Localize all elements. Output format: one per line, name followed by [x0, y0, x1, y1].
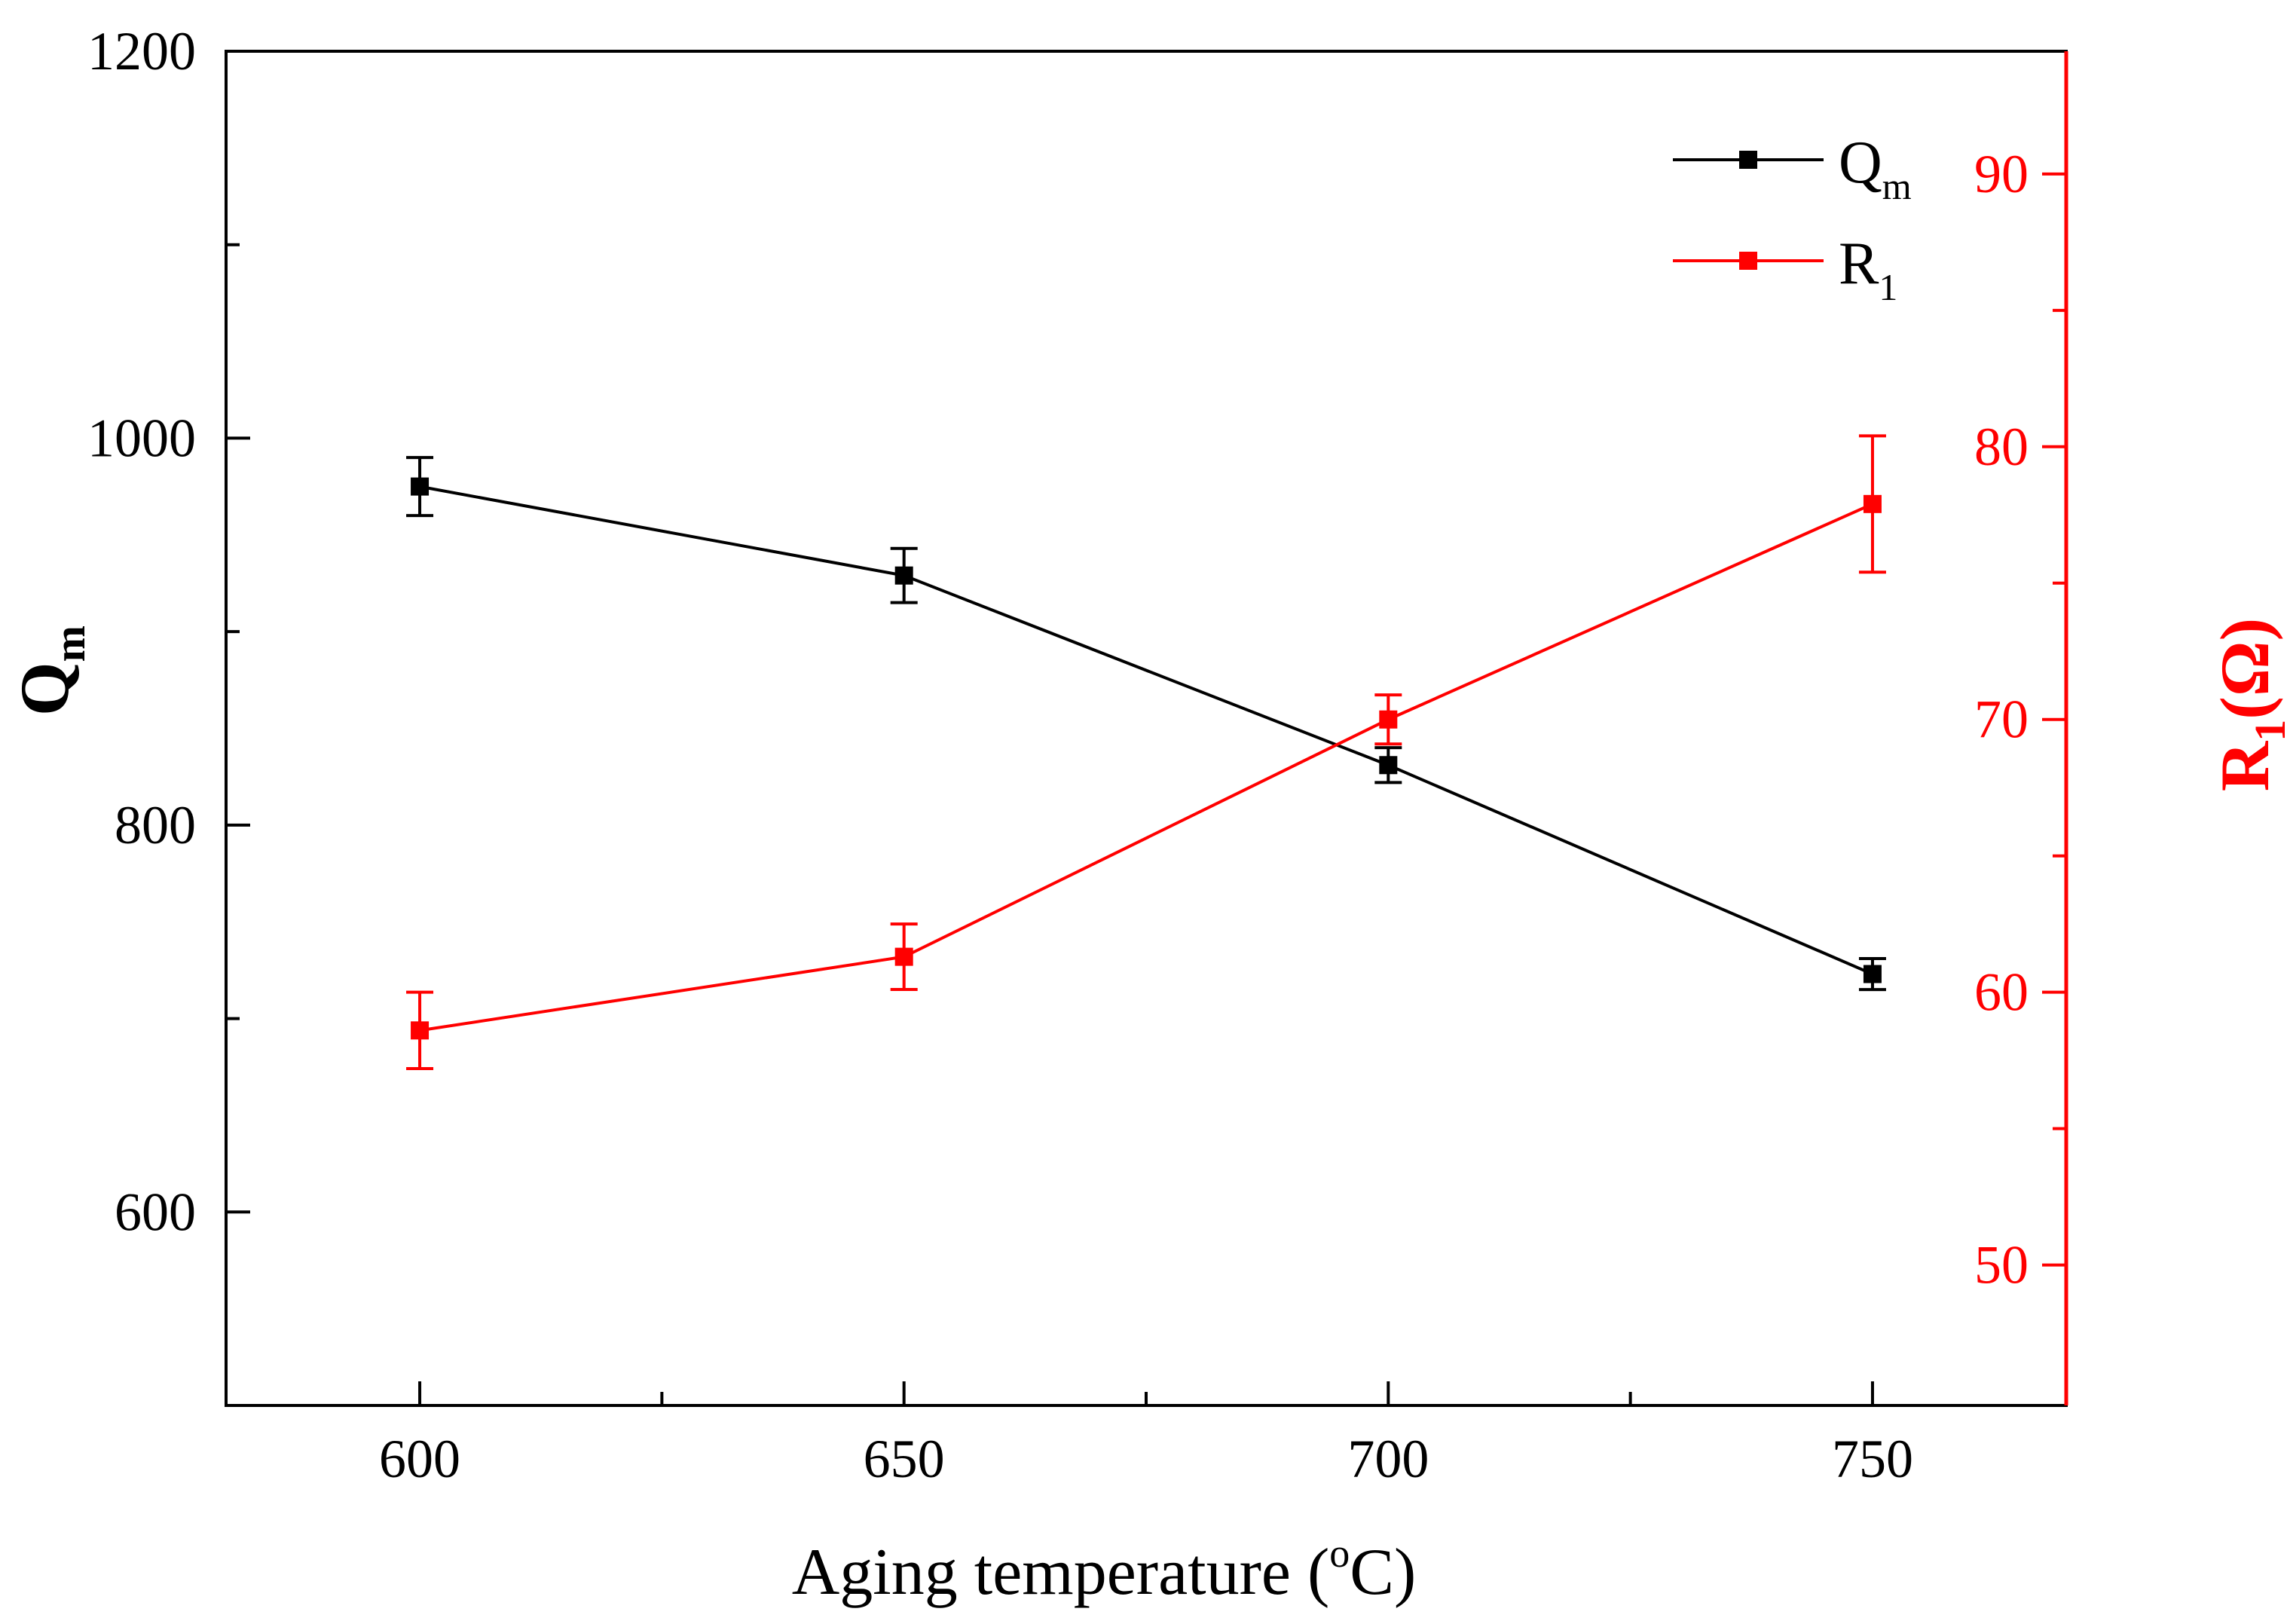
x-tick-label: 600 — [379, 1429, 460, 1489]
left-tick-label: 1000 — [87, 408, 196, 468]
data-point-qm — [894, 566, 913, 585]
right-axis-label-suffix: (Ω) — [2206, 618, 2283, 720]
legend-label-qm-main: Q — [1839, 130, 1882, 196]
data-point-r1 — [1379, 710, 1398, 729]
right-axis-ticks: 50 60 70 80 90 — [1974, 144, 2066, 1295]
left-tick-label: 800 — [115, 795, 196, 855]
left-tick-label: 1200 — [87, 21, 196, 81]
right-axis-label: R1(Ω) — [2206, 618, 2287, 791]
right-tick-label: 60 — [1974, 962, 2029, 1023]
left-tick-label: 600 — [115, 1182, 196, 1242]
legend-marker-qm — [1739, 151, 1757, 169]
x-tick-label: 650 — [864, 1429, 945, 1489]
right-axis-label-main: R — [2206, 740, 2283, 791]
data-point-r1 — [894, 947, 913, 966]
right-tick-label: 50 — [1974, 1235, 2029, 1295]
series-layer — [406, 434, 1886, 1071]
legend-label-r1-main: R — [1839, 231, 1879, 297]
right-axis-label-sub: 1 — [2246, 720, 2287, 742]
right-tick-label: 90 — [1974, 144, 2029, 204]
x-axis-label: Aging temperature (oC) — [792, 1531, 1417, 1609]
x-tick-label: 700 — [1347, 1429, 1429, 1489]
x-axis-label-suffix: C) — [1350, 1536, 1416, 1609]
left-axis-label: Qm — [6, 625, 94, 716]
x-axis-ticks: 600 650 700 750 — [379, 1381, 1913, 1489]
x-axis-label-main: Aging temperature ( — [792, 1536, 1330, 1609]
legend-label-r1: R1 — [1839, 231, 1897, 308]
left-axis-label-sub: m — [45, 625, 94, 662]
legend-label-qm: Qm — [1839, 130, 1912, 207]
left-axis-label-main: Q — [6, 662, 83, 716]
legend-label-qm-sub: m — [1882, 165, 1912, 207]
legend-label-r1-sub: 1 — [1879, 266, 1897, 308]
series-line-r1 — [419, 502, 1873, 1032]
data-point-qm — [1379, 756, 1398, 775]
x-axis-label-sup: o — [1329, 1531, 1350, 1576]
data-point-r1 — [411, 1021, 430, 1040]
legend: Qm R1 — [1673, 130, 1912, 308]
right-tick-label: 80 — [1974, 417, 2029, 477]
left-axis-ticks: 600 800 1000 1200 — [87, 21, 250, 1242]
x-tick-label: 750 — [1832, 1429, 1913, 1489]
data-point-qm — [1863, 965, 1882, 983]
legend-marker-r1 — [1739, 252, 1757, 270]
data-point-r1 — [1863, 494, 1882, 513]
series-line-qm — [419, 485, 1873, 976]
right-tick-label: 70 — [1974, 690, 2029, 750]
data-point-qm — [411, 477, 430, 496]
plot-frame — [225, 50, 2068, 1407]
